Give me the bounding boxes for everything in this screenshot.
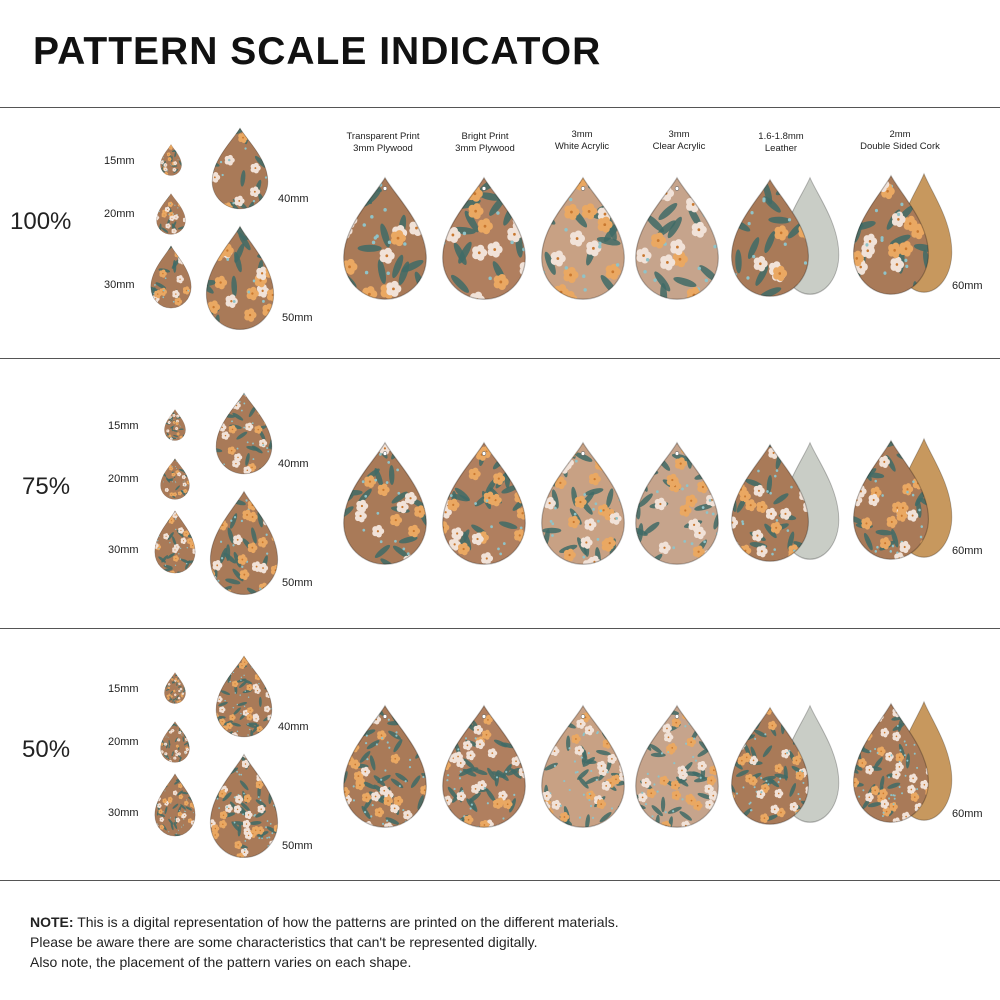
clear-acrylic-drop <box>635 704 719 828</box>
size-label-40mm: 40mm <box>278 721 309 733</box>
white-acrylic-drop <box>541 176 625 300</box>
white-acrylic-drop <box>541 441 625 565</box>
size-label-40mm: 40mm <box>278 193 309 205</box>
material-header: 1.6-1.8mm Leather <box>726 131 836 155</box>
size-label-20mm: 20mm <box>108 473 139 485</box>
material-line2: Clear Acrylic <box>652 141 706 152</box>
material-line2: 3mm Plywood <box>353 143 413 154</box>
leather-front-drop <box>730 443 810 562</box>
scale-label: 100% <box>10 208 72 235</box>
material-header: 3mm Clear Acrylic <box>624 129 734 153</box>
size-label-30mm: 30mm <box>108 544 139 556</box>
size-label-20mm: 20mm <box>104 208 135 220</box>
size-label-60mm: 60mm <box>952 808 983 820</box>
sample-40mm <box>211 127 269 210</box>
material-header: 3mm White Acrylic <box>527 129 637 153</box>
leather-front-drop <box>730 178 810 297</box>
material-line2: Leather <box>764 143 798 154</box>
material-line1: Bright Print <box>461 131 509 142</box>
cork-front-drop <box>852 174 930 295</box>
divider <box>0 628 1000 629</box>
material-line1: 1.6-1.8mm <box>758 131 804 142</box>
material-line2: 3mm Plywood <box>455 143 515 154</box>
divider <box>0 107 1000 108</box>
disclaimer-note: NOTE: This is a digital representation o… <box>30 912 619 972</box>
sample-50mm <box>209 753 279 858</box>
page-title: PATTERN SCALE INDICATOR <box>33 30 602 73</box>
size-label-40mm: 40mm <box>278 458 309 470</box>
material-line2: White Acrylic <box>554 141 610 152</box>
material-line1: 3mm <box>668 129 690 140</box>
note-line: Please be aware there are some character… <box>30 934 538 950</box>
material-line2: Double Sided Cork <box>860 141 940 152</box>
size-label-50mm: 50mm <box>282 312 313 324</box>
scale-label: 75% <box>22 473 71 500</box>
sample-50mm <box>205 225 275 330</box>
plywood-transparent-drop <box>343 176 427 300</box>
plywood-bright-drop <box>442 176 526 300</box>
leather-front-drop <box>730 706 810 825</box>
material-line1: 2mm <box>889 129 911 140</box>
plywood-bright-drop <box>442 704 526 828</box>
sample-15mm <box>160 144 182 176</box>
size-label-60mm: 60mm <box>952 545 983 557</box>
material-header: Bright Print 3mm Plywood <box>430 131 540 155</box>
plywood-transparent-drop <box>343 441 427 565</box>
sample-20mm <box>160 721 190 763</box>
sample-40mm <box>215 392 273 475</box>
material-header: 2mm Double Sided Cork <box>845 129 955 153</box>
size-label-15mm: 15mm <box>104 155 135 167</box>
sample-15mm <box>164 409 186 441</box>
note-label: NOTE: <box>30 914 74 930</box>
sample-15mm <box>164 672 186 704</box>
plywood-transparent-drop <box>343 704 427 828</box>
sample-30mm <box>154 773 196 837</box>
size-label-30mm: 30mm <box>108 807 139 819</box>
size-label-50mm: 50mm <box>282 840 313 852</box>
note-line: Also note, the placement of the pattern … <box>30 954 412 970</box>
divider <box>0 358 1000 359</box>
size-label-15mm: 15mm <box>108 683 139 695</box>
white-acrylic-drop <box>541 704 625 828</box>
divider <box>0 880 1000 881</box>
clear-acrylic-drop <box>635 176 719 300</box>
sample-50mm <box>209 490 279 595</box>
plywood-bright-drop <box>442 441 526 565</box>
size-label-30mm: 30mm <box>104 279 135 291</box>
sample-40mm <box>215 655 273 738</box>
cork-front-drop <box>852 439 930 560</box>
clear-acrylic-drop <box>635 441 719 565</box>
size-label-60mm: 60mm <box>952 280 983 292</box>
sample-20mm <box>156 193 186 235</box>
size-label-50mm: 50mm <box>282 577 313 589</box>
size-label-20mm: 20mm <box>108 736 139 748</box>
note-line: This is a digital representation of how … <box>77 914 619 930</box>
scale-label: 50% <box>22 736 71 763</box>
sample-20mm <box>160 458 190 500</box>
size-label-15mm: 15mm <box>108 420 139 432</box>
sample-30mm <box>154 510 196 574</box>
sample-30mm <box>150 245 192 309</box>
material-line1: Transparent Print <box>346 131 420 142</box>
material-line1: 3mm <box>571 129 593 140</box>
material-header: Transparent Print 3mm Plywood <box>328 131 438 155</box>
cork-front-drop <box>852 702 930 823</box>
